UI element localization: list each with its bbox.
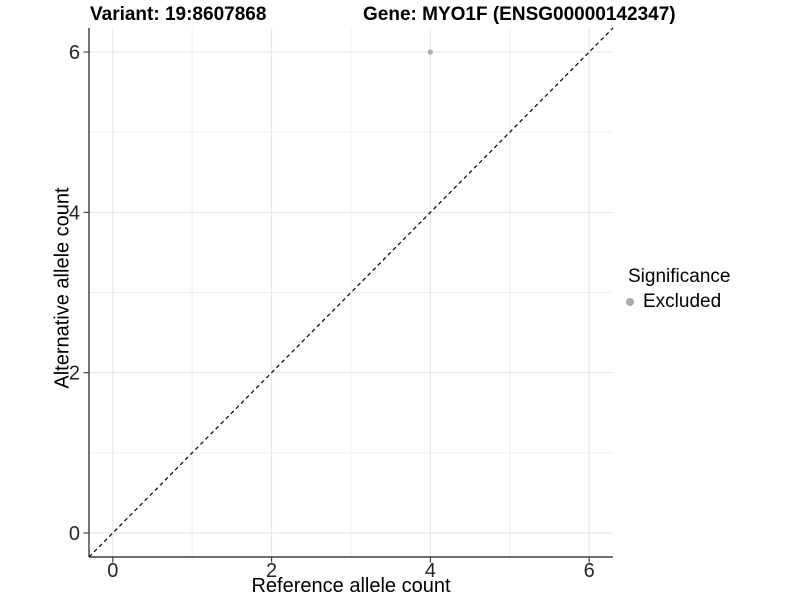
plot-title-gene: Gene: MYO1F (ENSG00000142347) — [363, 4, 676, 25]
legend: Significance Excluded — [624, 266, 730, 313]
y-tick-label: 6 — [69, 42, 80, 64]
x-tick-label: 0 — [107, 560, 118, 582]
y-tick-label: 0 — [69, 523, 80, 545]
legend-point-swatch — [626, 298, 634, 306]
identity-reference-line — [88, 27, 614, 558]
x-tick-label: 2 — [266, 560, 277, 582]
data-point — [427, 49, 434, 55]
y-axis-title: Alternative allele count — [51, 187, 74, 389]
x-tick-label: 6 — [584, 560, 595, 582]
x-axis-title: Reference allele count — [251, 575, 451, 597]
y-tick-label: 2 — [69, 363, 80, 385]
legend-entry-label: Excluded — [643, 291, 722, 312]
legend-title: Significance — [628, 266, 731, 287]
y-tick-label: 4 — [69, 202, 80, 224]
x-tick-label: 4 — [425, 560, 436, 582]
plot-title-variant: Variant: 19:8607868 — [90, 4, 267, 25]
legend-entry-excluded: Excluded — [624, 291, 730, 313]
